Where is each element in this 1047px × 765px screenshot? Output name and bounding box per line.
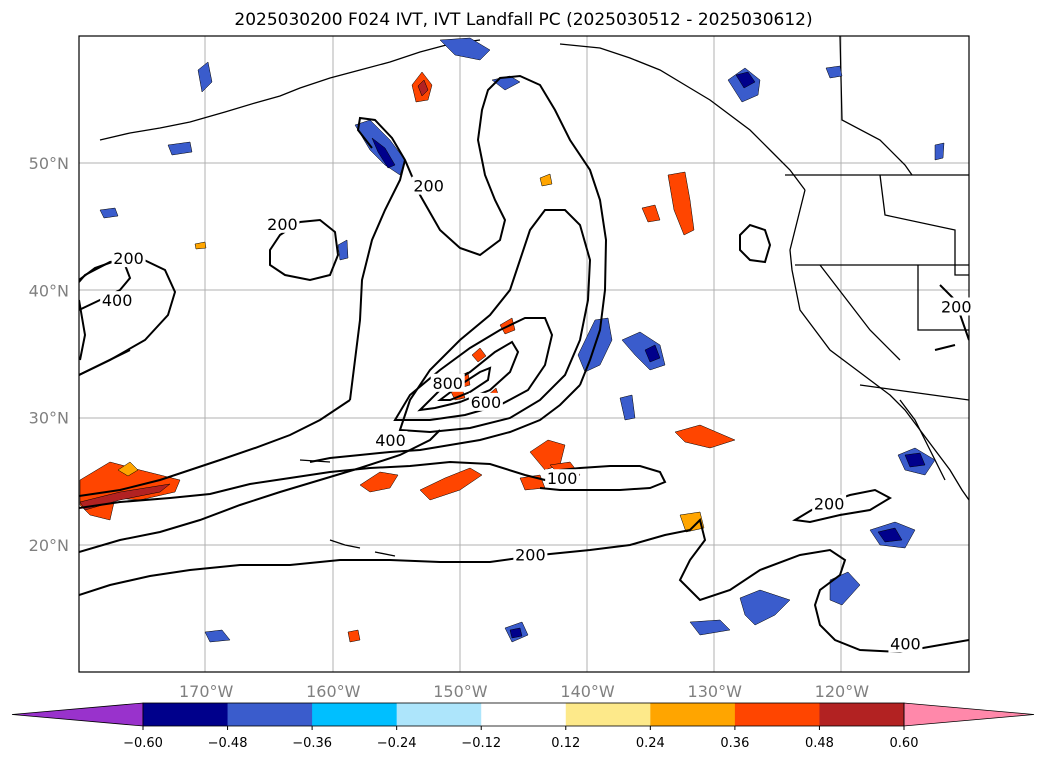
colorbar-tick-label: 0.60 — [890, 736, 919, 751]
contour-label-background — [111, 249, 146, 268]
lat-label: 30°N — [29, 409, 69, 428]
colorbar-segment — [650, 703, 736, 726]
lon-label: 150°W — [433, 682, 488, 701]
contour-label: 200 — [941, 297, 972, 316]
lon-label: 170°W — [179, 682, 234, 701]
contour-label-background — [100, 291, 135, 310]
colorbar-tick-label: 0.12 — [551, 736, 580, 751]
contour-label-background — [888, 634, 923, 653]
contour-label: 400 — [375, 431, 406, 450]
contour-label: 600 — [471, 393, 502, 412]
contour-label-background — [939, 297, 974, 316]
contour-label-background — [430, 373, 465, 392]
colorbar-tick-label: −0.24 — [377, 736, 417, 751]
pc-shading — [79, 37, 945, 643]
contour-label-background — [812, 494, 847, 513]
map-title: 2025030200 F024 IVT, IVT Landfall PC (20… — [234, 10, 813, 30]
contour-label: 400 — [102, 291, 133, 310]
plot-frame — [78, 35, 970, 673]
colorbar-segment — [143, 703, 229, 726]
contour-label: 800 — [432, 374, 463, 393]
contour-label: 200 — [113, 249, 144, 268]
lon-label: 120°W — [815, 682, 870, 701]
colorbar-tick-label: 0.48 — [805, 736, 834, 751]
contour-label-background — [468, 392, 503, 411]
lat-label: 20°N — [29, 536, 69, 555]
colorbar-extend-low — [11, 702, 144, 727]
contour-label: 200 — [267, 215, 298, 234]
colorbar-tick-label: 0.24 — [636, 736, 665, 751]
contour-label-background — [265, 214, 300, 233]
grid-lines — [79, 36, 969, 672]
colorbar-tick-label: −0.48 — [208, 736, 248, 751]
colorbar-segment — [312, 703, 398, 726]
lon-label: 160°W — [306, 682, 361, 701]
contour-label-background — [373, 431, 408, 450]
contour-label: 100 — [547, 469, 578, 488]
colorbar-extend-high — [903, 702, 1035, 727]
colorbar-tick-label: 0.36 — [720, 736, 749, 751]
lat-label: 40°N — [29, 281, 69, 300]
lon-label: 130°W — [688, 682, 743, 701]
colorbar: −0.60 −0.48 −0.36 −0.24 −0.12 0.12 0.24 0.36 0.4… — [11, 702, 1035, 751]
contour-label: 400 — [890, 635, 921, 654]
colorbar-tick-label: −0.12 — [461, 736, 501, 751]
colorbar-frame — [142, 702, 905, 727]
colorbar-segment — [396, 703, 482, 726]
contour-label-background — [545, 469, 580, 488]
coastlines — [60, 36, 969, 556]
latitude-labels: 50°N 40°N 30°N 20°N — [29, 154, 69, 555]
colorbar-segment — [819, 703, 905, 726]
contour-labels: 200 400 200 200 800 600 400 100 200 200 400 200 — [100, 176, 974, 654]
contour-label: 200 — [814, 495, 845, 514]
contour-label-background — [513, 545, 548, 564]
colorbar-segment — [734, 703, 820, 726]
colorbar-segment — [227, 703, 313, 726]
lon-label: 140°W — [560, 682, 615, 701]
colorbar-segment — [481, 703, 567, 726]
contour-label: 200 — [413, 177, 444, 196]
contour-label: 200 — [515, 546, 546, 565]
contour-label-background — [411, 176, 446, 195]
colorbar-tick-label: −0.60 — [123, 736, 163, 751]
colorbar-segment — [565, 703, 651, 726]
longitude-labels: 170°W 160°W 150°W 140°W 130°W 120°W — [179, 682, 869, 701]
colorbar-tick-label: −0.36 — [292, 736, 332, 751]
ivt-contours — [79, 74, 969, 654]
lat-label: 50°N — [29, 154, 69, 173]
